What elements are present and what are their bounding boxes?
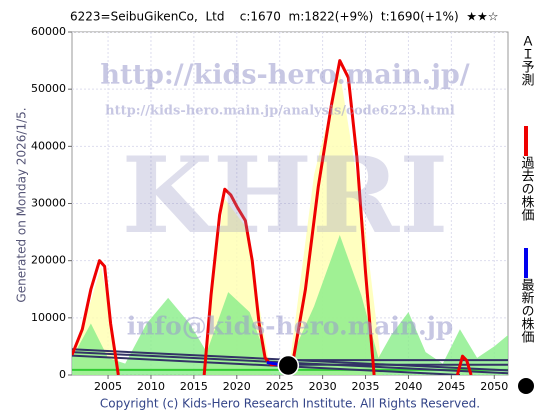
- y-tick-label: 0: [59, 368, 66, 381]
- watermark: info@kids-hero.main.jp: [127, 312, 454, 341]
- watermark: KHRI: [122, 133, 449, 257]
- x-tick-label: 2025: [266, 380, 294, 393]
- area: [72, 234, 508, 375]
- y-tick-label: 30000: [31, 197, 66, 210]
- watermark: http://kids-hero.main.jp/analysis/code62…: [105, 104, 455, 119]
- watermark: http://kids-hero.main.jp/: [100, 60, 469, 91]
- y-tick-label: 50000: [31, 82, 66, 95]
- area: [73, 72, 383, 375]
- footer: Copyright (c) Kids-Hero Research Institu…: [100, 397, 480, 411]
- x-tick-label: 2010: [137, 380, 165, 393]
- y-tick-label: 20000: [31, 254, 66, 267]
- x-tick-label: 2020: [223, 380, 251, 393]
- legend-label: 最新の株価: [519, 278, 535, 343]
- y-tick-label: 40000: [31, 139, 66, 152]
- x-tick-label: 2005: [94, 380, 122, 393]
- legend-label: 過去の株価: [519, 156, 535, 221]
- legend-marker: [518, 378, 534, 394]
- x-tick-label: 2050: [480, 380, 508, 393]
- y-tick-label: 60000: [31, 25, 66, 38]
- x-tick-label: 2015: [180, 380, 208, 393]
- chart-title: 6223=SeibuGikenCo, Ltd c:1670 m:1822(+9%…: [70, 10, 499, 24]
- legend-label: ＡＩ予測: [519, 34, 535, 86]
- x-tick-label: 2045: [437, 380, 465, 393]
- x-tick-label: 2030: [309, 380, 337, 393]
- x-tick-label: 2035: [352, 380, 380, 393]
- plot: [72, 32, 508, 375]
- y-tick-label: 10000: [31, 311, 66, 324]
- latest-price-marker: [277, 354, 300, 377]
- trend-line: [72, 354, 460, 375]
- generated-note: Generated on Monday 2026/1/5.: [15, 107, 29, 302]
- x-tick-label: 2040: [394, 380, 422, 393]
